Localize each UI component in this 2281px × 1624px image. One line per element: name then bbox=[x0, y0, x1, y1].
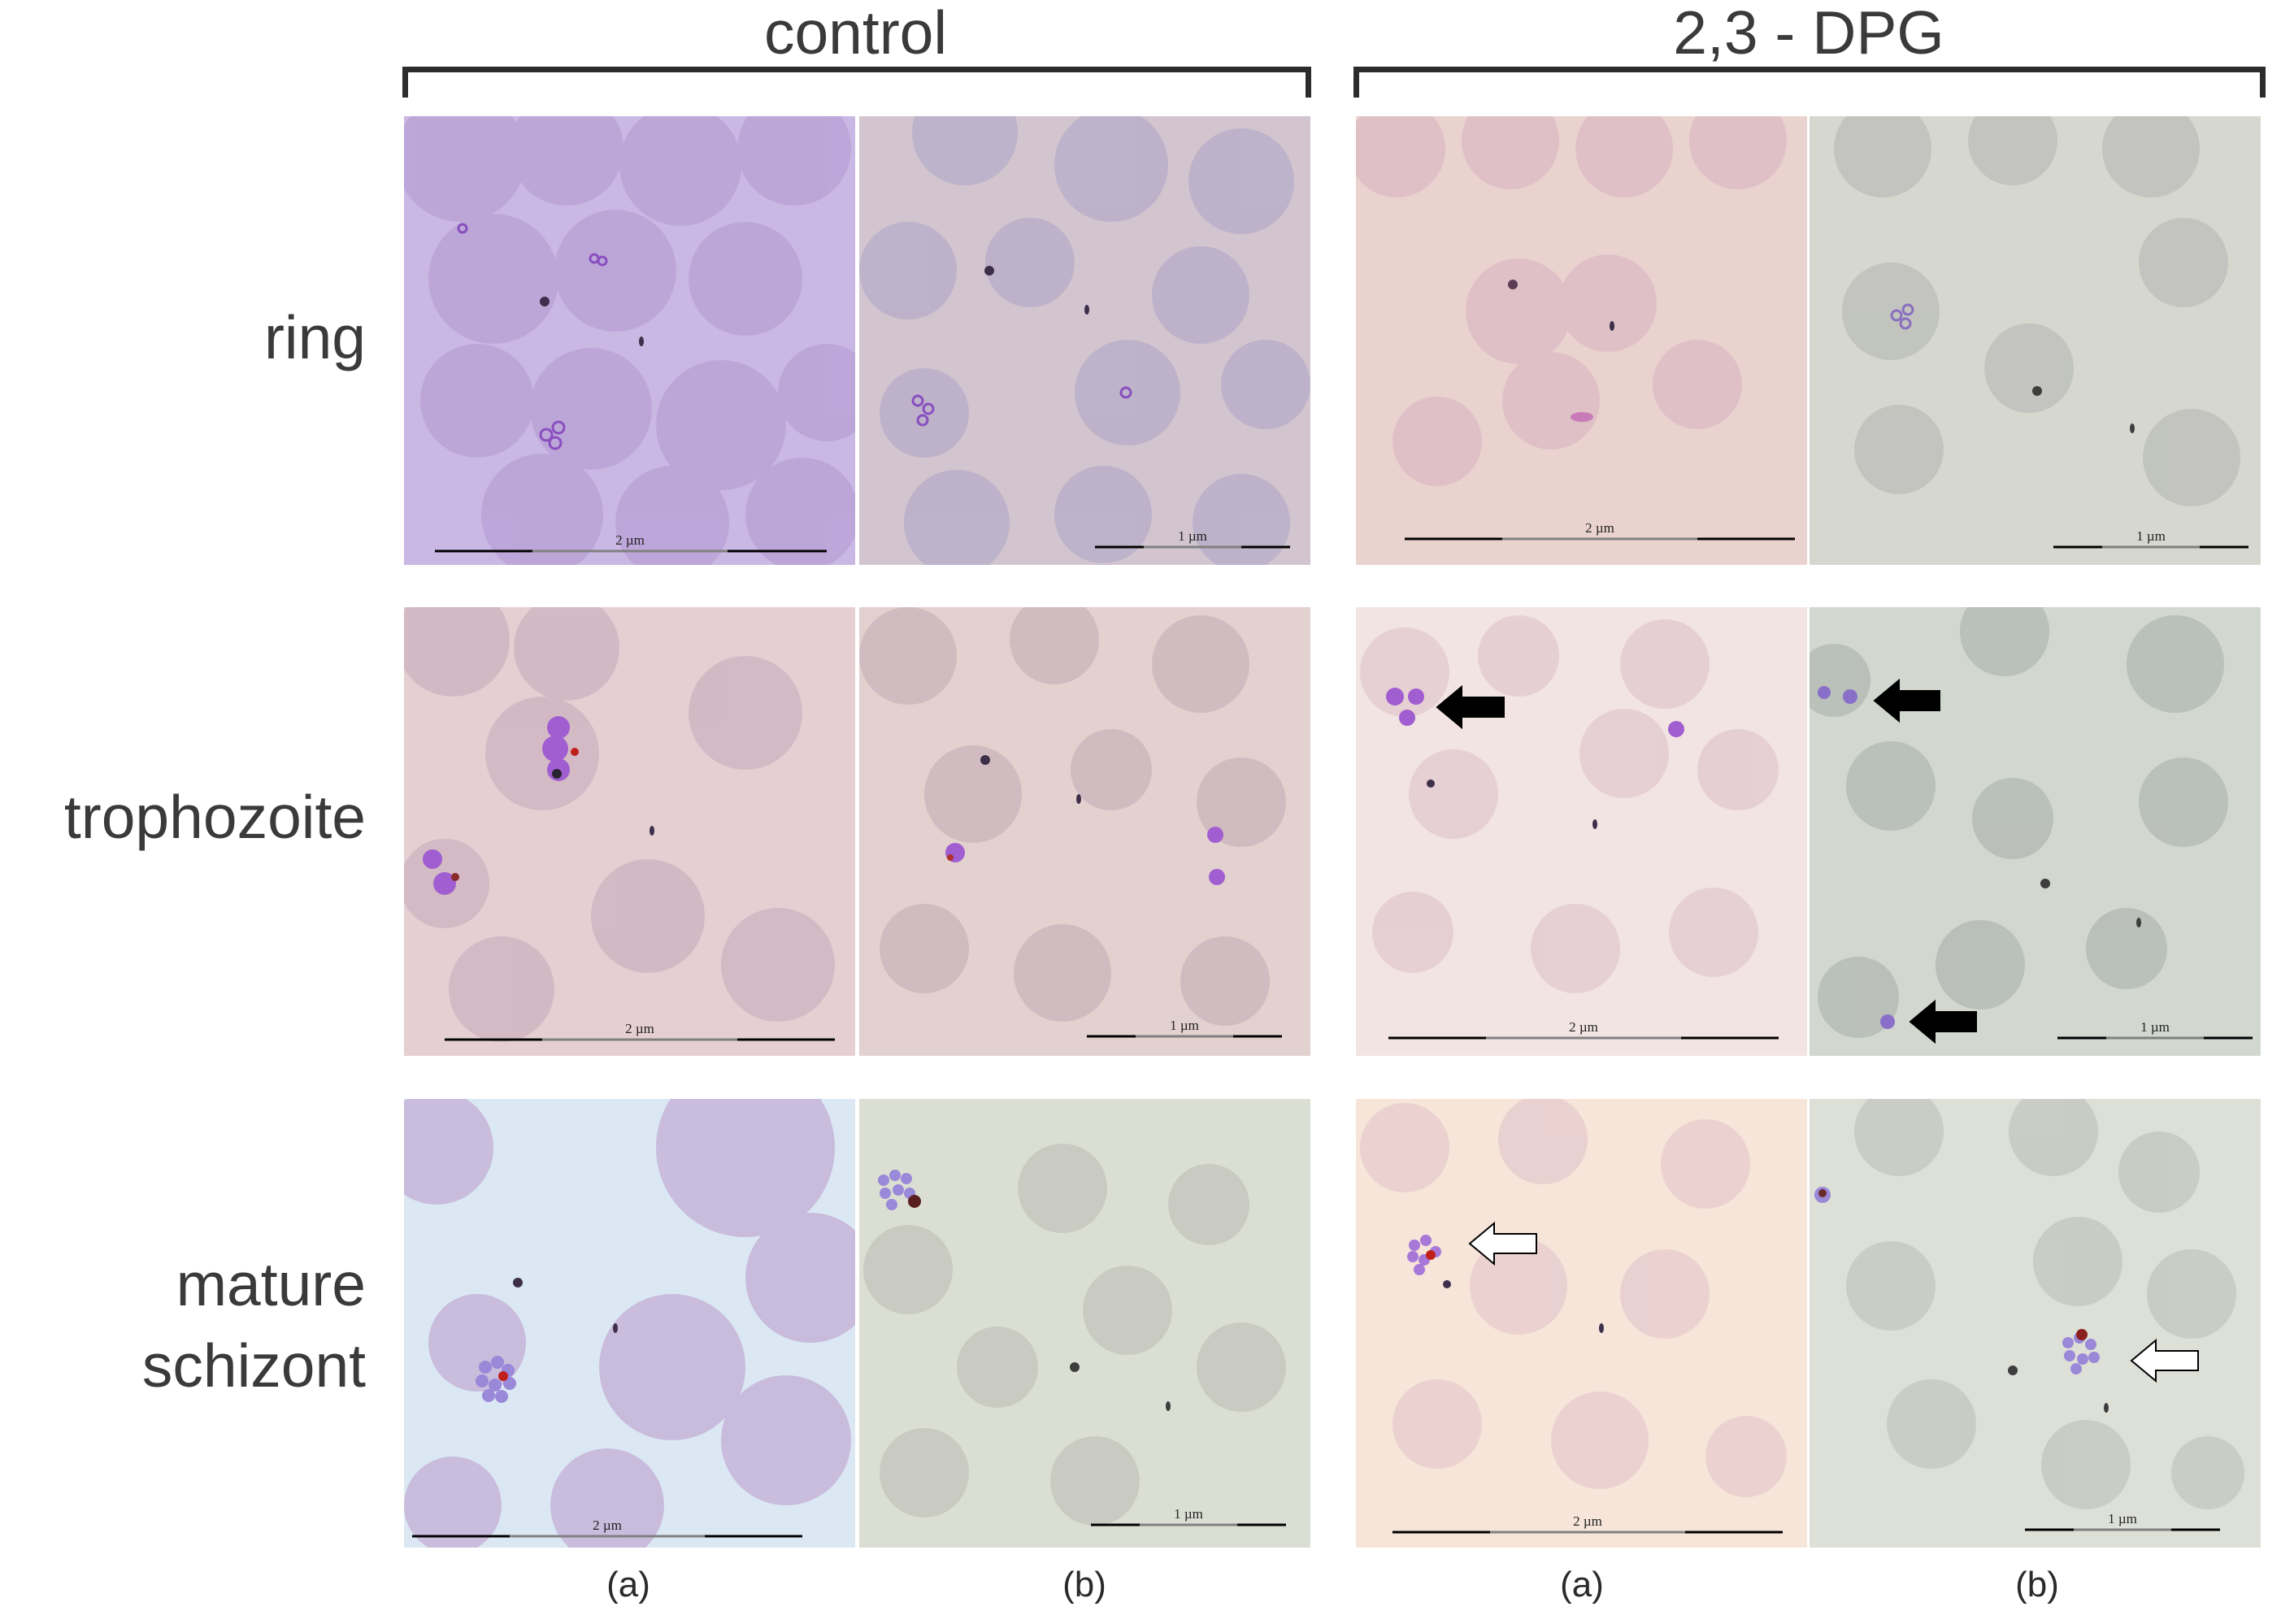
arrow-filled-icon bbox=[1909, 999, 1977, 1044]
scale-bar: 2 µm bbox=[412, 1518, 802, 1538]
scale-bar: 1 µm bbox=[1087, 1018, 1282, 1038]
scale-bar: 2 µm bbox=[1405, 520, 1795, 541]
group-label-dpg: 2,3 - DPG bbox=[1673, 0, 1944, 67]
scale-bar: 1 µm bbox=[2025, 1511, 2220, 1531]
arrow-filled-icon bbox=[1873, 678, 1940, 723]
scale-bar: 1 µm bbox=[2053, 528, 2248, 549]
svg-text:1 µm: 1 µm bbox=[1174, 1506, 1203, 1522]
svg-text:1 µm: 1 µm bbox=[2108, 1511, 2137, 1526]
micrograph-dpg-a-trophozoite: 2 µm bbox=[1356, 607, 1807, 1056]
arrow-outline-icon bbox=[1468, 1221, 1537, 1266]
micrograph-dpg-b-trophozoite: 1 µm bbox=[1810, 607, 2261, 1056]
scale-bar: 2 µm bbox=[445, 1021, 835, 1041]
micrograph-control-a-trophozoite: 2 µm bbox=[404, 607, 855, 1056]
column-label-control-a: (a) bbox=[606, 1565, 650, 1604]
svg-text:2 µm: 2 µm bbox=[1573, 1513, 1602, 1529]
micrograph-control-b-trophozoite: 1 µm bbox=[859, 607, 1310, 1056]
row-label-schizont: schizont bbox=[141, 1331, 366, 1400]
svg-text:2 µm: 2 µm bbox=[593, 1518, 622, 1533]
svg-text:1 µm: 1 µm bbox=[2136, 528, 2166, 544]
row-label-ring: ring bbox=[263, 303, 366, 371]
column-label-control-b: (b) bbox=[1062, 1565, 1106, 1604]
svg-text:2 µm: 2 µm bbox=[615, 532, 645, 548]
row-label-mature: mature bbox=[176, 1250, 366, 1318]
scale-bar: 2 µm bbox=[1392, 1513, 1783, 1534]
micrograph-control-b-ring: 1 µm bbox=[859, 116, 1310, 565]
scale-bar: 1 µm bbox=[2057, 1019, 2253, 1040]
svg-text:2 µm: 2 µm bbox=[1585, 520, 1614, 536]
scale-bar: 2 µm bbox=[435, 532, 827, 553]
scale-bar: 2 µm bbox=[1388, 1019, 1779, 1040]
svg-text:2 µm: 2 µm bbox=[625, 1021, 654, 1036]
svg-text:2 µm: 2 µm bbox=[1569, 1019, 1598, 1035]
svg-text:1 µm: 1 µm bbox=[1178, 528, 1207, 544]
micrograph-dpg-b-ring: 1 µm bbox=[1810, 116, 2261, 565]
svg-text:1 µm: 1 µm bbox=[1170, 1018, 1199, 1033]
micrograph-control-b-schizont: 1 µm bbox=[859, 1099, 1310, 1548]
column-label-dpg-a: (a) bbox=[1560, 1565, 1604, 1604]
bracket-dpg bbox=[1353, 67, 2266, 98]
micrograph-dpg-a-schizont: 2 µm bbox=[1356, 1099, 1807, 1548]
micrograph-control-a-ring: 2 µm bbox=[404, 116, 855, 565]
group-label-control: control bbox=[763, 0, 948, 67]
micrograph-dpg-b-schizont: 1 µm bbox=[1810, 1099, 2261, 1548]
bracket-control bbox=[402, 67, 1311, 98]
svg-text:1 µm: 1 µm bbox=[2140, 1019, 2170, 1035]
column-label-dpg-b: (b) bbox=[2015, 1565, 2059, 1604]
row-label-trophozoite: trophozoite bbox=[63, 783, 366, 851]
scale-bar: 1 µm bbox=[1095, 528, 1290, 549]
scale-bar: 1 µm bbox=[1091, 1506, 1286, 1526]
micrograph-control-a-schizont: 2 µm bbox=[404, 1099, 855, 1548]
micrograph-dpg-a-ring: 2 µm bbox=[1356, 116, 1807, 565]
arrow-outline-icon bbox=[2130, 1338, 2199, 1383]
arrow-filled-icon bbox=[1436, 684, 1505, 730]
